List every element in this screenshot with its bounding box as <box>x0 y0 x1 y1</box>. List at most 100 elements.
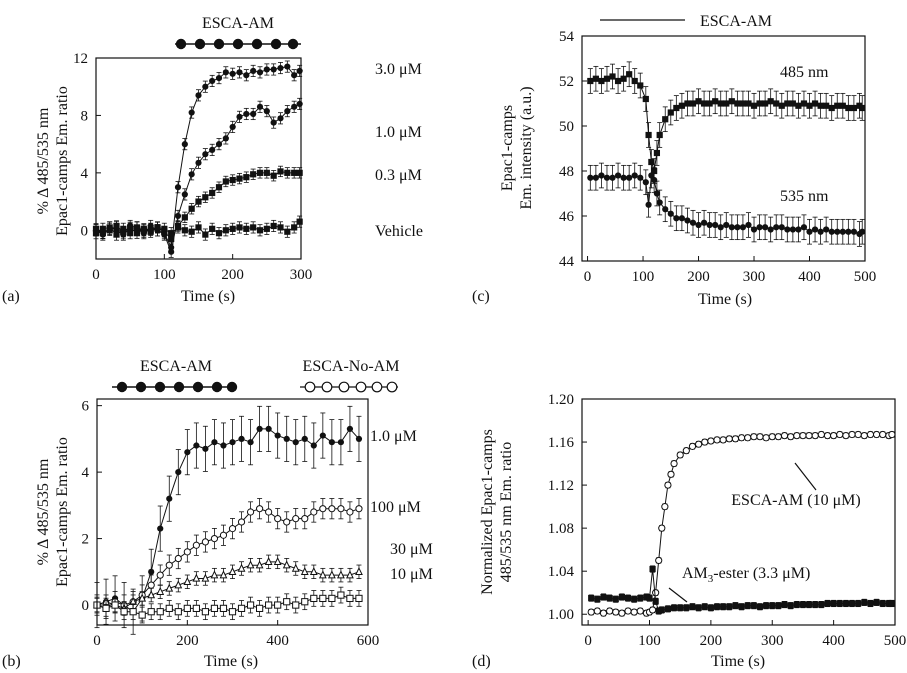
panel-c-data-point <box>700 219 708 226</box>
panel-a-data-point <box>296 67 303 75</box>
panel-b-data-point <box>147 590 156 599</box>
panel-b-data-point <box>309 566 318 576</box>
panel-c-data-point <box>609 174 616 181</box>
panel-d-data-point <box>756 433 764 441</box>
panel-a-data-point <box>277 115 284 122</box>
panel-a-data-point <box>202 151 209 158</box>
panel-b-xtick-label: 600 <box>357 633 380 649</box>
panel-c-data-point <box>656 131 663 139</box>
panel-d-data-point <box>842 600 850 607</box>
panel-c-data-point <box>817 228 824 235</box>
panel-b-ytick-label: 0 <box>82 598 90 614</box>
panel-d-series-line <box>591 433 893 614</box>
panel-d-data-point <box>793 431 801 440</box>
panel-d-data-point <box>744 602 751 609</box>
panel-a-xtick-label: 300 <box>290 267 313 283</box>
panel-b-esca-no-am-markers <box>304 381 398 393</box>
panel-d-data-point <box>606 607 614 615</box>
panel-c-data-point <box>673 215 680 222</box>
panel-b-data-point <box>183 576 192 585</box>
panel-d-data-point <box>750 433 758 441</box>
panel-b-data-point <box>274 432 281 439</box>
panel-b-series-line <box>96 428 360 613</box>
panel-b-data-point <box>265 508 273 516</box>
panel-b-data-point <box>220 442 227 449</box>
panel-a-data-point <box>284 108 291 115</box>
panel-c-data-point <box>667 109 674 116</box>
panel-b-data-point <box>292 515 300 523</box>
panel-b-data-point <box>102 604 110 612</box>
panel-a-data-point <box>284 169 291 176</box>
panel-a-data-point <box>291 72 298 79</box>
panel-d-xtick-label: 400 <box>822 633 845 649</box>
panel-c-data-point <box>631 172 638 179</box>
panel-b: 0 200 400 600 0 2 4 6 ESCA-AM ESCA-No-AM 1.0 μM… <box>2 358 433 670</box>
panel-b-series-line <box>96 508 360 609</box>
panel-a-data-point <box>147 228 154 235</box>
panel-a-data-point <box>277 168 284 175</box>
panel-a-data-point <box>181 141 188 148</box>
panel-a-data-point <box>195 92 202 99</box>
panel-b-data-point <box>210 570 219 579</box>
panel-c-data-point <box>773 224 780 231</box>
panel-c-data-point <box>828 104 835 112</box>
panel-d-data-point <box>823 431 832 440</box>
panel-d-data-point <box>652 598 659 605</box>
panel-b-data-point <box>193 442 200 449</box>
panel-c-data-point <box>778 224 785 231</box>
panel-c-data-point <box>784 226 791 233</box>
panel-c-data-point <box>678 102 685 109</box>
panel-c-data-point <box>839 228 846 235</box>
panel-a-data-point <box>236 224 243 231</box>
panel-b-ytick-label: 4 <box>82 465 90 481</box>
panel-c-data-point <box>645 131 652 139</box>
panel-c-data-point <box>723 221 730 229</box>
panel-a-data-point <box>188 205 195 212</box>
panel-b-data-point <box>319 594 327 603</box>
panel-d-data-point <box>854 430 862 439</box>
panel-a-data-point <box>236 113 243 120</box>
panel-c-data-point <box>700 100 708 107</box>
panel-b-data-point <box>228 525 237 533</box>
panel-b-data-point <box>337 439 344 446</box>
panel-d-data-point <box>606 594 613 602</box>
panel-b-data-point <box>147 581 155 589</box>
panel-a-data-point <box>256 227 264 234</box>
panel-b-data-point <box>246 508 255 516</box>
panel-c-data-point <box>795 102 802 109</box>
panel-a-data-point <box>209 225 216 232</box>
panel-d-data-point <box>667 470 675 478</box>
panel-c-ylabel-line1: Epac1-camps <box>499 105 516 191</box>
panel-b-data-point <box>210 604 219 612</box>
panel-b-bar-label: ESCA-AM <box>140 358 212 375</box>
panel-b-data-point <box>183 604 191 612</box>
panel-c-data-point <box>598 172 605 179</box>
panel-c-data-point <box>811 226 819 233</box>
panel-b-data-point <box>184 449 191 456</box>
panel-b-data-point <box>156 608 164 616</box>
panel-b-data-point <box>219 570 228 579</box>
panel-c-ytick-label: 50 <box>559 119 574 135</box>
panel-d-data-point <box>599 609 608 617</box>
panel-a-ylabel-line2: Epac1-camps Em. ratio <box>54 86 71 236</box>
panel-c-data-point <box>695 221 702 229</box>
panel-c-data-point <box>614 77 622 85</box>
panel-c-data-point <box>673 104 680 112</box>
panel-a-data-point <box>296 100 303 108</box>
panel-b-data-point <box>165 561 173 569</box>
panel-a-data-point <box>161 225 168 232</box>
panel-c-data-point <box>728 98 735 105</box>
panel-d-data-point <box>805 431 813 440</box>
panel-d-data-point <box>879 430 887 439</box>
panel-c-data-point <box>800 100 808 107</box>
panel-d-data-point <box>836 430 844 439</box>
panel-c-data-point <box>859 228 866 235</box>
panel-c-data-point <box>762 224 769 231</box>
panel-b-data-point <box>319 432 326 439</box>
panel-c-ytick-label: 52 <box>559 74 574 90</box>
panel-b-data-point <box>300 566 309 576</box>
panel-c-data-point <box>834 102 841 109</box>
panel-c-data-point <box>626 174 633 181</box>
panel-d-data-point <box>799 431 807 440</box>
panel-b-data-point <box>274 515 282 523</box>
